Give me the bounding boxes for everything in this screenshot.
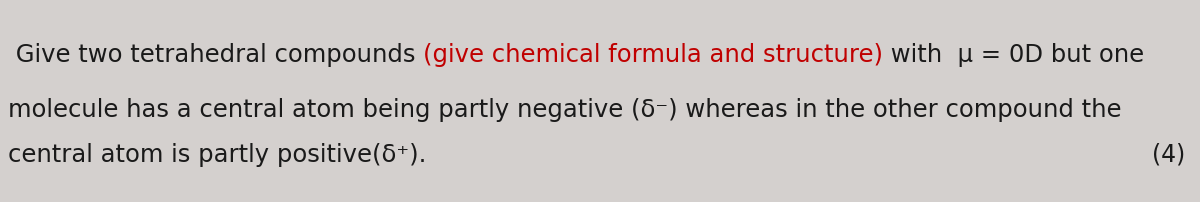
Text: (4): (4)	[1152, 142, 1186, 166]
Text: molecule has a central atom being partly negative (δ⁻) whereas in the other comp: molecule has a central atom being partly…	[8, 98, 1122, 121]
Text: (give chemical formula and structure): (give chemical formula and structure)	[424, 43, 883, 67]
Text: central atom is partly positive(δ⁺).: central atom is partly positive(δ⁺).	[8, 142, 426, 166]
Text: with  μ = 0D but one: with μ = 0D but one	[883, 43, 1145, 67]
Text: Give two tetrahedral compounds: Give two tetrahedral compounds	[8, 43, 424, 67]
